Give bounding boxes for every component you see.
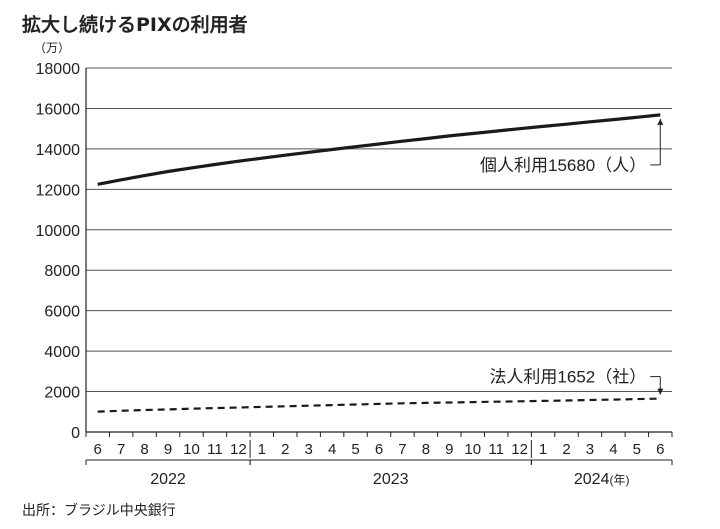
x-tick-label: 6 [94,441,102,458]
x-tick-label: 7 [398,441,406,458]
x-tick-label: 10 [464,441,481,458]
x-tick-label: 2 [562,441,570,458]
year-label: 2023 [373,471,409,488]
x-tick-label: 9 [164,441,172,458]
y-tick-label: 10000 [36,223,81,240]
y-tick-label: 18000 [36,61,81,78]
x-tick-label: 7 [117,441,125,458]
x-tick-label: 2 [281,441,289,458]
annotation-arrow [657,388,664,395]
x-tick-label: 11 [488,441,504,458]
y-tick-label: 0 [71,425,80,442]
y-tick-label: 16000 [36,101,81,118]
y-tick-label: 6000 [44,304,80,321]
series-line-2 [97,397,661,413]
year-label: 2022 [150,471,186,488]
y-axis-unit: （万） [34,41,70,55]
x-tick-label: 8 [422,441,430,458]
annotation-arrow [657,118,664,125]
year-label: 2024(年) [574,471,630,488]
x-tick-label: 1 [258,441,266,458]
y-tick-label: 4000 [44,344,80,361]
grid-lines [86,67,672,433]
annotations: 個人利用15680（人） 法人利用1652（社） [480,118,664,395]
series-line-1 [97,113,661,186]
annotation-label: 法人利用1652（社） [489,368,646,387]
y-axis: 0 2000 4000 6000 8000 10000 12000 14000 16000 180… [34,41,80,442]
x-tick-label: 4 [328,441,336,458]
x-tick-label: 10 [183,441,200,458]
x-tick-label: 3 [305,441,313,458]
x-tick-label: 9 [445,441,453,458]
x-tick-label: 11 [207,441,223,458]
x-tick-label: 4 [609,441,617,458]
x-tick-label: 12 [230,441,247,458]
annotation-label: 個人利用15680（人） [480,156,646,175]
x-tick-label: 6 [656,441,664,458]
y-tick-label: 14000 [36,142,81,159]
x-tick-label: 3 [586,441,594,458]
series-lines [97,113,661,413]
x-tick-label: 8 [140,441,148,458]
x-tick-label: 5 [633,441,641,458]
y-tick-label: 2000 [44,385,80,402]
x-tick-label: 5 [351,441,359,458]
chart-title: 拡大し続けるPIXの利用者 [22,14,248,36]
x-tick-label: 12 [511,441,528,458]
x-tick-label: 1 [539,441,547,458]
source-note: 出所：ブラジル中央銀行 [22,503,176,519]
y-tick-label: 12000 [36,182,81,199]
y-tick-label: 8000 [44,263,80,280]
year-unit: (年) [609,473,629,487]
x-tick-label: 6 [375,441,383,458]
